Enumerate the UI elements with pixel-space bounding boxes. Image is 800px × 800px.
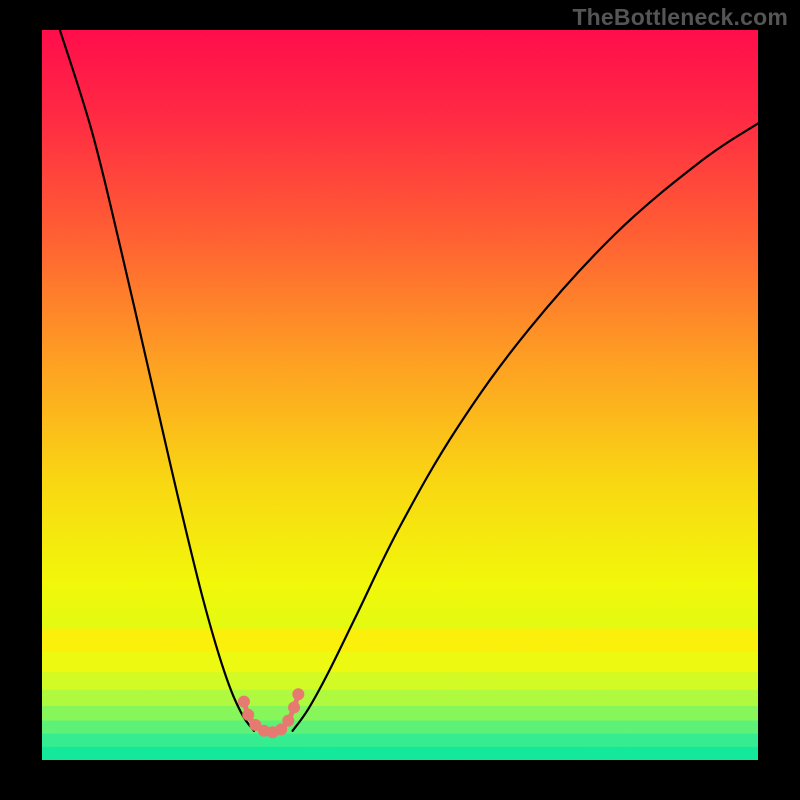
valley-marker-dot: [282, 715, 294, 727]
valley-marker-dot: [288, 701, 300, 713]
hatch-overlay: [42, 30, 758, 760]
valley-marker-dot: [292, 688, 304, 700]
bottleneck-chart: [0, 0, 800, 800]
watermark-text: TheBottleneck.com: [572, 4, 788, 31]
chart-container: { "meta": { "watermark_text": "TheBottle…: [0, 0, 800, 800]
valley-marker-dot: [242, 709, 254, 721]
valley-marker-dot: [238, 696, 250, 708]
